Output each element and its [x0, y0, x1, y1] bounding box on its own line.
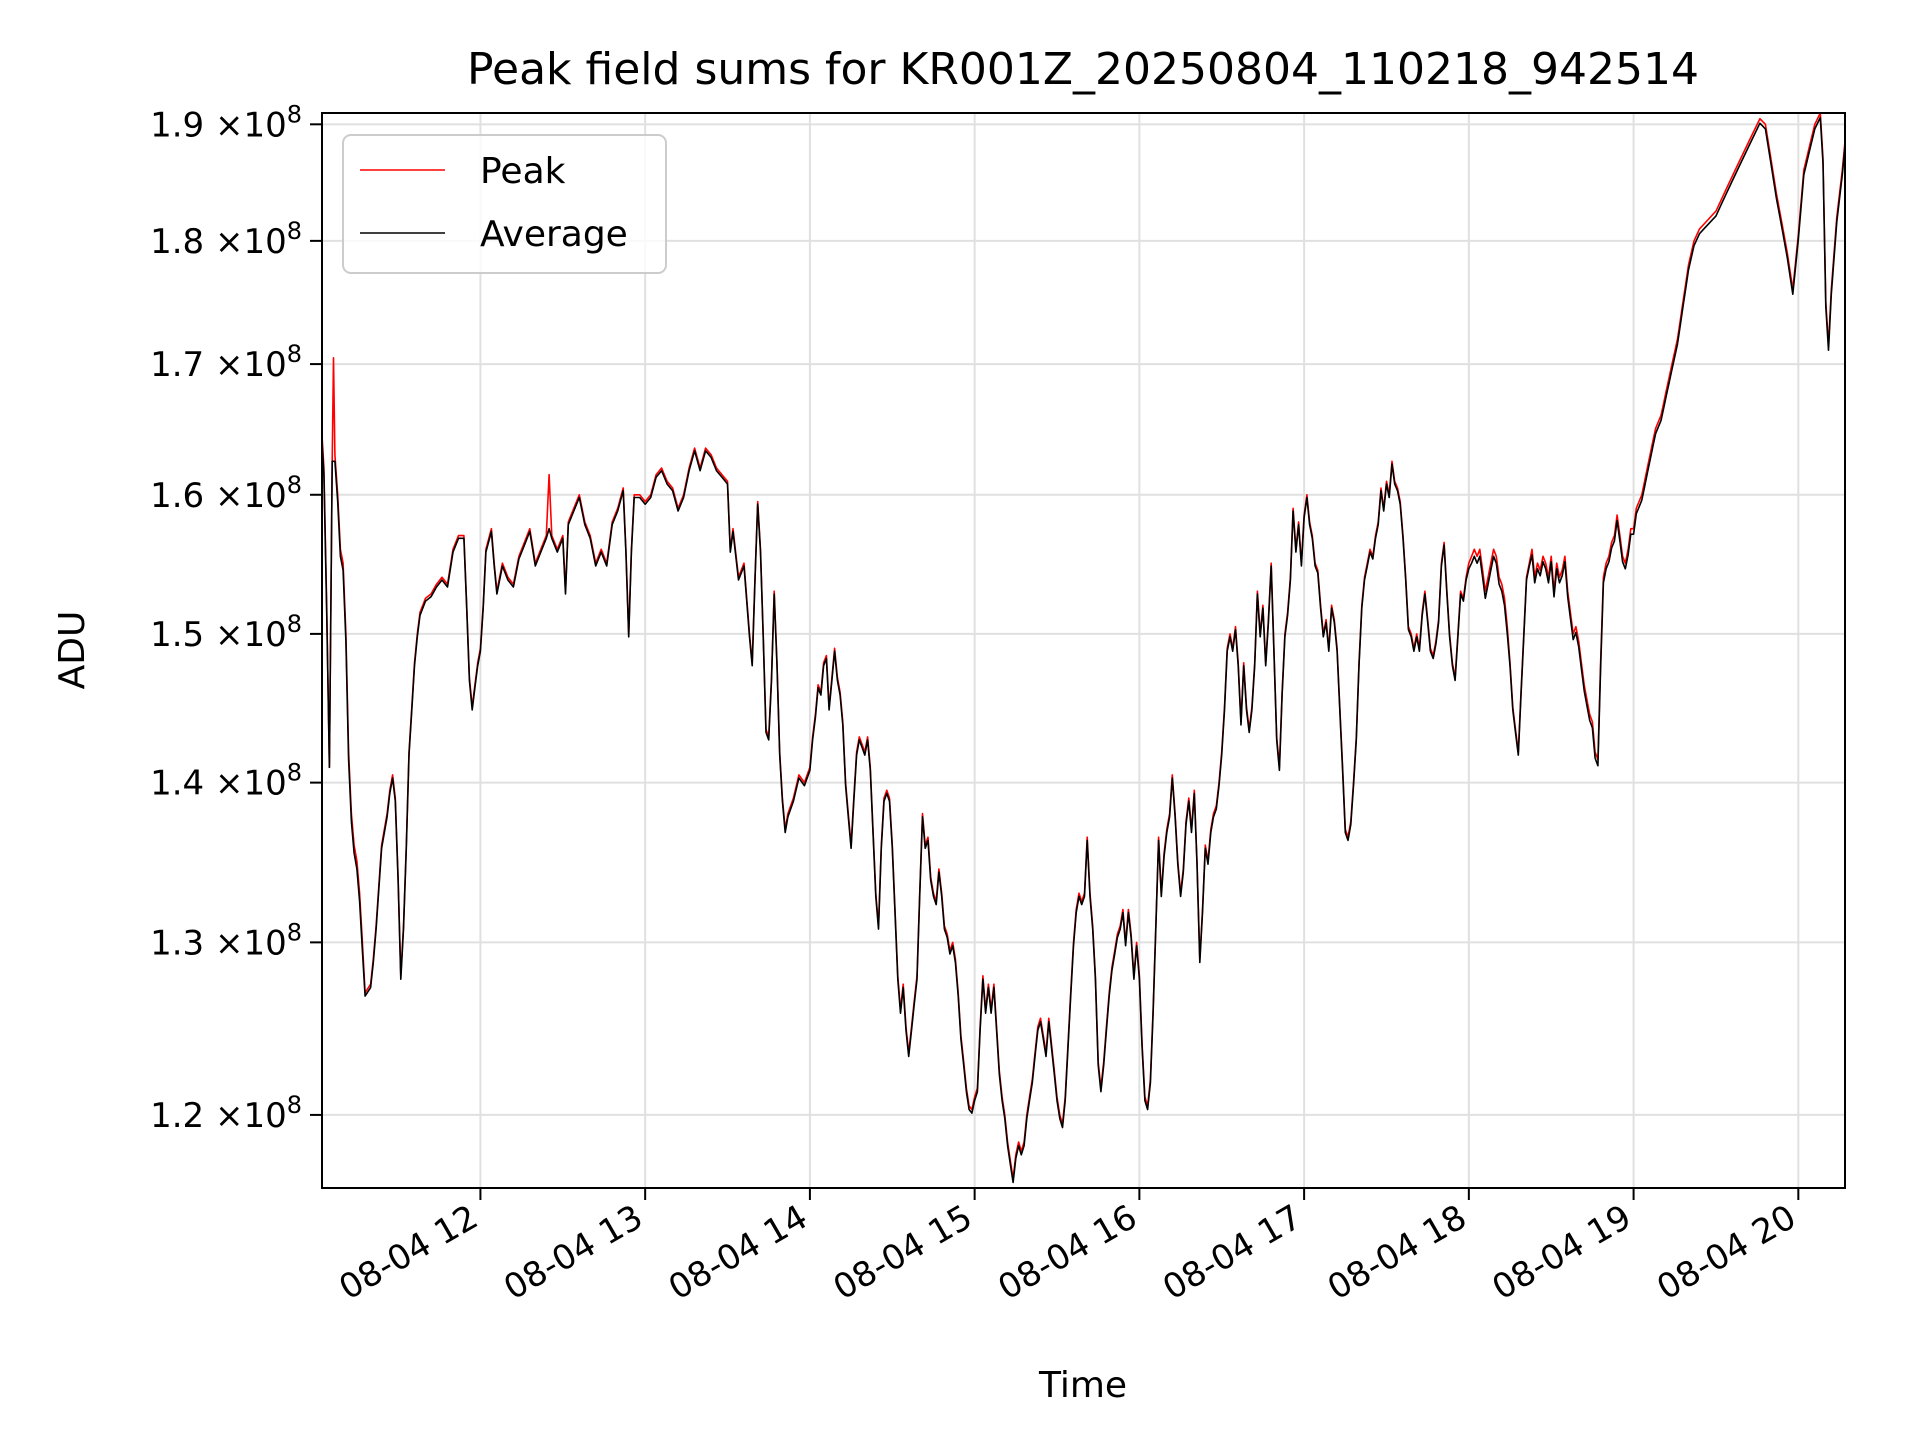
- x-tick-label: 08-04 12: [333, 1197, 485, 1308]
- y-tick-label: 1.6 ×108: [150, 471, 302, 516]
- chart-title: Peak field sums for KR001Z_20250804_1102…: [467, 44, 1699, 95]
- series-lines: [322, 113, 1845, 1184]
- legend-label-peak: Peak: [480, 151, 566, 192]
- x-tick-label: 08-04 16: [991, 1197, 1143, 1308]
- y-axis-label: ADU: [52, 611, 93, 690]
- plot-area: [321, 112, 1846, 1189]
- y-tick-label: 1.3 ×108: [150, 918, 302, 963]
- y-tick-label: 1.8 ×108: [150, 217, 302, 262]
- x-tick-label: 08-04 19: [1486, 1197, 1638, 1308]
- x-tick-label: 08-04 18: [1321, 1197, 1473, 1308]
- y-tick-label: 1.9 ×108: [150, 100, 302, 145]
- x-tick-label: 08-04 13: [497, 1197, 649, 1308]
- plot-frame: [321, 112, 1846, 1189]
- y-tick-label: 1.2 ×108: [150, 1091, 302, 1136]
- y-tick-label: 1.4 ×108: [150, 759, 302, 804]
- x-tick-label: 08-04 20: [1650, 1197, 1802, 1308]
- y-tick-label: 1.5 ×108: [150, 610, 302, 655]
- grid-lines: [322, 113, 1845, 1188]
- x-tick-label: 08-04 15: [827, 1197, 979, 1308]
- legend-label-average: Average: [480, 214, 628, 255]
- y-axis-ticks: 1.2 ×108 1.3 ×108 1.4 ×108 1.5 ×108 1.6 ×108…: [150, 100, 322, 1136]
- series-line-average: [322, 116, 1845, 1184]
- x-tick-label: 08-04 17: [1156, 1197, 1308, 1308]
- x-tick-label: 08-04 14: [662, 1197, 814, 1308]
- x-axis-label: Time: [1038, 1365, 1127, 1406]
- x-axis-ticks: 08-04 12 08-04 13 08-04 14 08-04 15 08-04 16…: [333, 1188, 1803, 1308]
- legend: Peak Average: [342, 134, 667, 274]
- y-tick-label: 1.7 ×108: [150, 340, 302, 385]
